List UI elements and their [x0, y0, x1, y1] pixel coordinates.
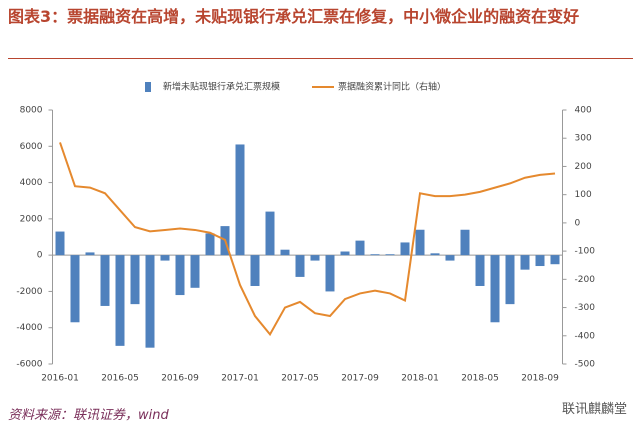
y2-tick-label: 300	[575, 134, 592, 144]
x-tick-label: 2016-05	[101, 374, 139, 384]
chart: -6000-4000-200002000400060008000-500-400…	[16, 81, 596, 384]
bar	[205, 233, 215, 256]
y2-tick-label: 400	[575, 106, 592, 116]
y-tick-label: 0	[37, 251, 43, 261]
y2-tick-label: -500	[575, 360, 596, 370]
y-tick-label: 2000	[20, 214, 43, 224]
legend-label: 新增未贴现银行承兑汇票规模	[163, 81, 280, 93]
line	[59, 142, 556, 337]
bar	[535, 255, 545, 267]
bar	[520, 255, 530, 270]
source: 资料来源：联讯证券，wind	[8, 408, 169, 423]
y2-tick-label: 100	[575, 190, 592, 200]
bar	[55, 231, 65, 256]
bar	[310, 255, 320, 261]
title: 图表3：票据融资在高增，未贴现银行承兑汇票在修复，中小微企业的融资在变好	[8, 7, 580, 26]
bar	[490, 255, 500, 323]
bar	[130, 255, 140, 305]
bar	[325, 255, 335, 292]
y2-tick-label: -400	[575, 331, 596, 341]
x-tick-label: 2018-09	[521, 374, 559, 384]
x-tick-label: 2016-09	[161, 374, 199, 384]
watermark: 联讯麒麟堂	[561, 402, 627, 417]
bar	[160, 255, 170, 261]
bar	[235, 144, 245, 256]
legend-label: 票据融资累计同比（右轴）	[338, 81, 446, 93]
x-tick-label: 2017-09	[341, 374, 379, 384]
bar	[145, 255, 155, 348]
bar	[430, 253, 440, 256]
x-tick-label: 2018-05	[461, 374, 499, 384]
bar	[505, 255, 515, 305]
bar	[385, 254, 395, 256]
x-tick-label: 2017-01	[221, 374, 259, 384]
legend-swatch	[145, 82, 151, 92]
bar	[190, 255, 200, 288]
x-tick-label: 2018-01	[401, 374, 439, 384]
y-tick-label: -6000	[16, 360, 42, 370]
y2-tick-label: -300	[575, 303, 596, 313]
bar	[70, 255, 80, 323]
y2-tick-label: -100	[575, 247, 596, 257]
bar	[100, 255, 110, 306]
title-rule	[8, 58, 633, 59]
bar	[475, 255, 485, 286]
y-tick-label: 6000	[20, 142, 43, 152]
bar	[250, 255, 260, 286]
bar	[400, 242, 410, 256]
bar	[280, 249, 290, 256]
bar	[115, 255, 125, 346]
y-tick-label: -2000	[16, 287, 42, 297]
bar	[340, 251, 350, 256]
x-tick-label: 2016-01	[41, 374, 79, 384]
bar	[265, 211, 275, 256]
x-tick-label: 2017-05	[281, 374, 319, 384]
bar	[550, 255, 560, 265]
y-tick-label: 4000	[20, 178, 43, 188]
bar	[445, 255, 455, 261]
y-tick-label: 8000	[20, 106, 43, 116]
bar	[295, 255, 305, 277]
y2-tick-label: 0	[575, 218, 581, 228]
bar	[355, 240, 365, 256]
bar	[85, 252, 95, 256]
y2-tick-label: 200	[575, 162, 592, 172]
bar	[175, 255, 185, 296]
bar	[415, 229, 425, 256]
bar	[370, 254, 380, 256]
y2-tick-label: -200	[575, 275, 596, 285]
y-tick-label: -4000	[16, 323, 42, 333]
bar	[460, 229, 470, 256]
